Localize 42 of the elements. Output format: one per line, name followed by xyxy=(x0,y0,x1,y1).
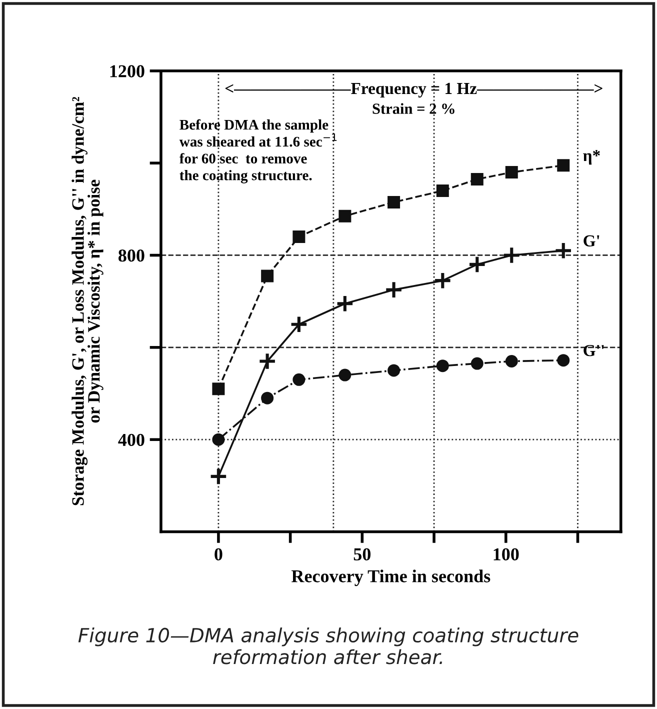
point xyxy=(557,159,570,172)
series-label: G'' xyxy=(584,344,604,356)
point xyxy=(292,230,306,244)
point xyxy=(212,433,225,446)
point xyxy=(433,271,452,290)
point xyxy=(470,172,484,186)
point xyxy=(336,294,354,313)
point xyxy=(261,392,274,404)
point xyxy=(436,184,449,197)
point xyxy=(338,210,352,222)
point xyxy=(554,241,573,260)
y-tick-label: 1200 xyxy=(110,65,144,78)
point xyxy=(290,315,308,334)
series-label: η* xyxy=(583,150,600,165)
y-tick-label: 400 xyxy=(118,434,144,446)
y-axis-title: Storage Modulus, G', or Loss Modulus, G'' in dyne/cm² or Dynamic Viscosity, η* in poise xyxy=(72,96,104,506)
point xyxy=(258,352,276,370)
point xyxy=(209,467,228,486)
x-tick-label: 0 xyxy=(214,548,222,560)
point xyxy=(502,246,521,264)
x-tick-label: 50 xyxy=(354,548,371,560)
point xyxy=(436,360,449,372)
point xyxy=(505,354,518,368)
point xyxy=(292,373,306,386)
point xyxy=(468,255,486,274)
point xyxy=(388,196,400,208)
point xyxy=(384,280,403,299)
text: Before DMA the sample was sheared at 11.6 sec$^{−1}$ for 60 sec to remove the coating structure. xyxy=(179,119,337,184)
y-tick-label: 800 xyxy=(118,249,144,262)
point xyxy=(470,357,484,370)
annotation: Strain = 2 % xyxy=(372,103,454,114)
point xyxy=(557,354,570,367)
point xyxy=(505,166,518,179)
point xyxy=(212,382,225,396)
point xyxy=(338,368,352,382)
series-label: G' xyxy=(584,235,600,246)
point xyxy=(261,270,274,282)
annotation: <———————Frequency = 1 Hz———————> xyxy=(225,82,602,98)
point xyxy=(388,364,400,377)
caption: Figure 10—DMA analysis showing coating structure reformation after shear. xyxy=(78,627,578,664)
x-axis-title: Recovery Time in seconds xyxy=(291,570,490,586)
x-tick-label: 100 xyxy=(494,548,519,560)
